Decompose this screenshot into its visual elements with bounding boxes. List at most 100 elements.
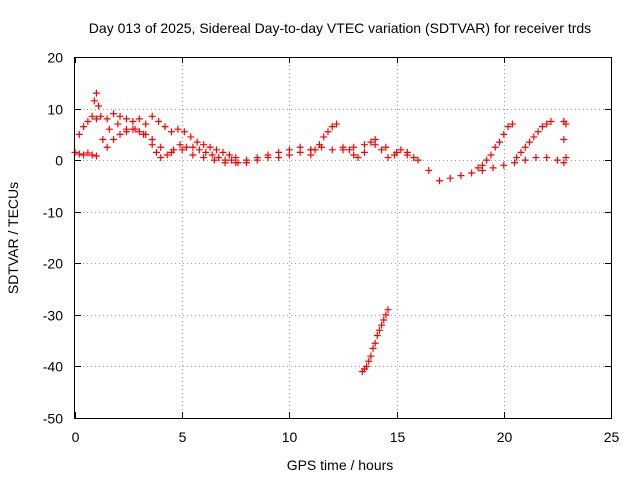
series-rise-19h — [474, 120, 516, 172]
data-points — [71, 89, 570, 376]
data-point — [538, 123, 546, 131]
x-tick-label: 0 — [72, 429, 80, 445]
data-point — [200, 154, 208, 162]
data-point — [333, 120, 341, 128]
data-point — [360, 148, 368, 156]
x-tick-label: 25 — [604, 429, 620, 445]
data-point — [487, 151, 495, 159]
data-point — [129, 117, 137, 125]
data-point — [365, 357, 373, 365]
data-point — [116, 130, 124, 138]
x-tick-label: 5 — [179, 429, 187, 445]
data-point — [88, 112, 96, 120]
data-point — [532, 154, 540, 162]
data-point — [457, 172, 465, 180]
data-point — [375, 326, 383, 334]
data-point — [513, 154, 521, 162]
data-point — [500, 130, 508, 138]
x-axis-label: GPS time / hours — [287, 457, 394, 473]
data-point — [543, 154, 551, 162]
data-point — [135, 128, 143, 136]
data-point — [534, 128, 542, 136]
data-point — [202, 148, 210, 156]
data-point — [129, 125, 137, 133]
data-point — [500, 161, 508, 169]
data-point — [75, 150, 83, 158]
data-point — [210, 156, 218, 164]
data-point — [122, 115, 130, 123]
y-tick-label: -30 — [43, 308, 63, 324]
data-point — [157, 154, 165, 162]
data-point — [116, 112, 124, 120]
data-point — [307, 151, 315, 159]
grid-lines — [75, 57, 611, 418]
data-point — [371, 339, 379, 347]
series-rise-21h — [513, 117, 555, 162]
series-isolated-2.3h — [90, 89, 570, 167]
data-point — [208, 151, 216, 159]
data-point — [275, 154, 283, 162]
x-tick-label: 15 — [390, 429, 406, 445]
data-point — [328, 146, 336, 154]
y-tick-label: -10 — [43, 205, 63, 221]
data-point — [560, 159, 568, 167]
data-point — [206, 143, 214, 151]
data-point — [410, 154, 418, 162]
data-point — [142, 130, 150, 138]
data-point — [285, 151, 293, 159]
data-point — [414, 156, 422, 164]
data-point — [508, 120, 516, 128]
data-point — [425, 166, 433, 174]
data-point — [103, 115, 111, 123]
data-point — [174, 125, 182, 133]
data-point — [373, 331, 381, 339]
series-upper-band — [75, 110, 240, 162]
data-point — [152, 148, 160, 156]
data-point — [182, 143, 190, 151]
data-point — [345, 146, 353, 154]
data-point — [213, 146, 221, 154]
data-point — [110, 136, 118, 144]
data-point — [253, 156, 261, 164]
data-point — [521, 156, 529, 164]
data-point — [95, 102, 103, 110]
series-arc-12h — [307, 120, 341, 159]
data-point — [350, 143, 358, 151]
data-point — [84, 149, 92, 157]
data-point — [489, 164, 497, 172]
data-point — [200, 141, 208, 149]
data-point — [367, 352, 375, 360]
data-point — [526, 138, 534, 146]
data-point — [435, 177, 443, 185]
data-point — [225, 151, 233, 159]
data-point — [354, 154, 362, 162]
data-point — [547, 117, 555, 125]
data-point — [403, 148, 411, 156]
data-point — [560, 136, 568, 144]
y-tick-label: 20 — [47, 50, 63, 66]
data-point — [189, 151, 197, 159]
data-point — [189, 143, 197, 151]
data-point — [371, 136, 379, 144]
data-point — [219, 148, 227, 156]
data-point — [142, 120, 150, 128]
data-point — [562, 154, 570, 162]
data-point — [157, 143, 165, 151]
data-point — [543, 120, 551, 128]
data-point — [99, 136, 107, 144]
data-point — [360, 141, 368, 149]
data-point — [496, 138, 504, 146]
data-point — [80, 123, 88, 131]
data-point — [378, 146, 386, 154]
data-point — [110, 110, 118, 118]
data-point — [155, 117, 163, 125]
y-tick-label: -50 — [43, 411, 63, 427]
chart-title: Day 013 of 2025, Sidereal Day-to-day VTE… — [89, 20, 591, 36]
data-point — [103, 143, 111, 151]
data-point — [170, 146, 178, 154]
data-point — [135, 115, 143, 123]
y-tick-label: 0 — [55, 153, 63, 169]
data-point — [320, 133, 328, 141]
data-point — [187, 133, 195, 141]
